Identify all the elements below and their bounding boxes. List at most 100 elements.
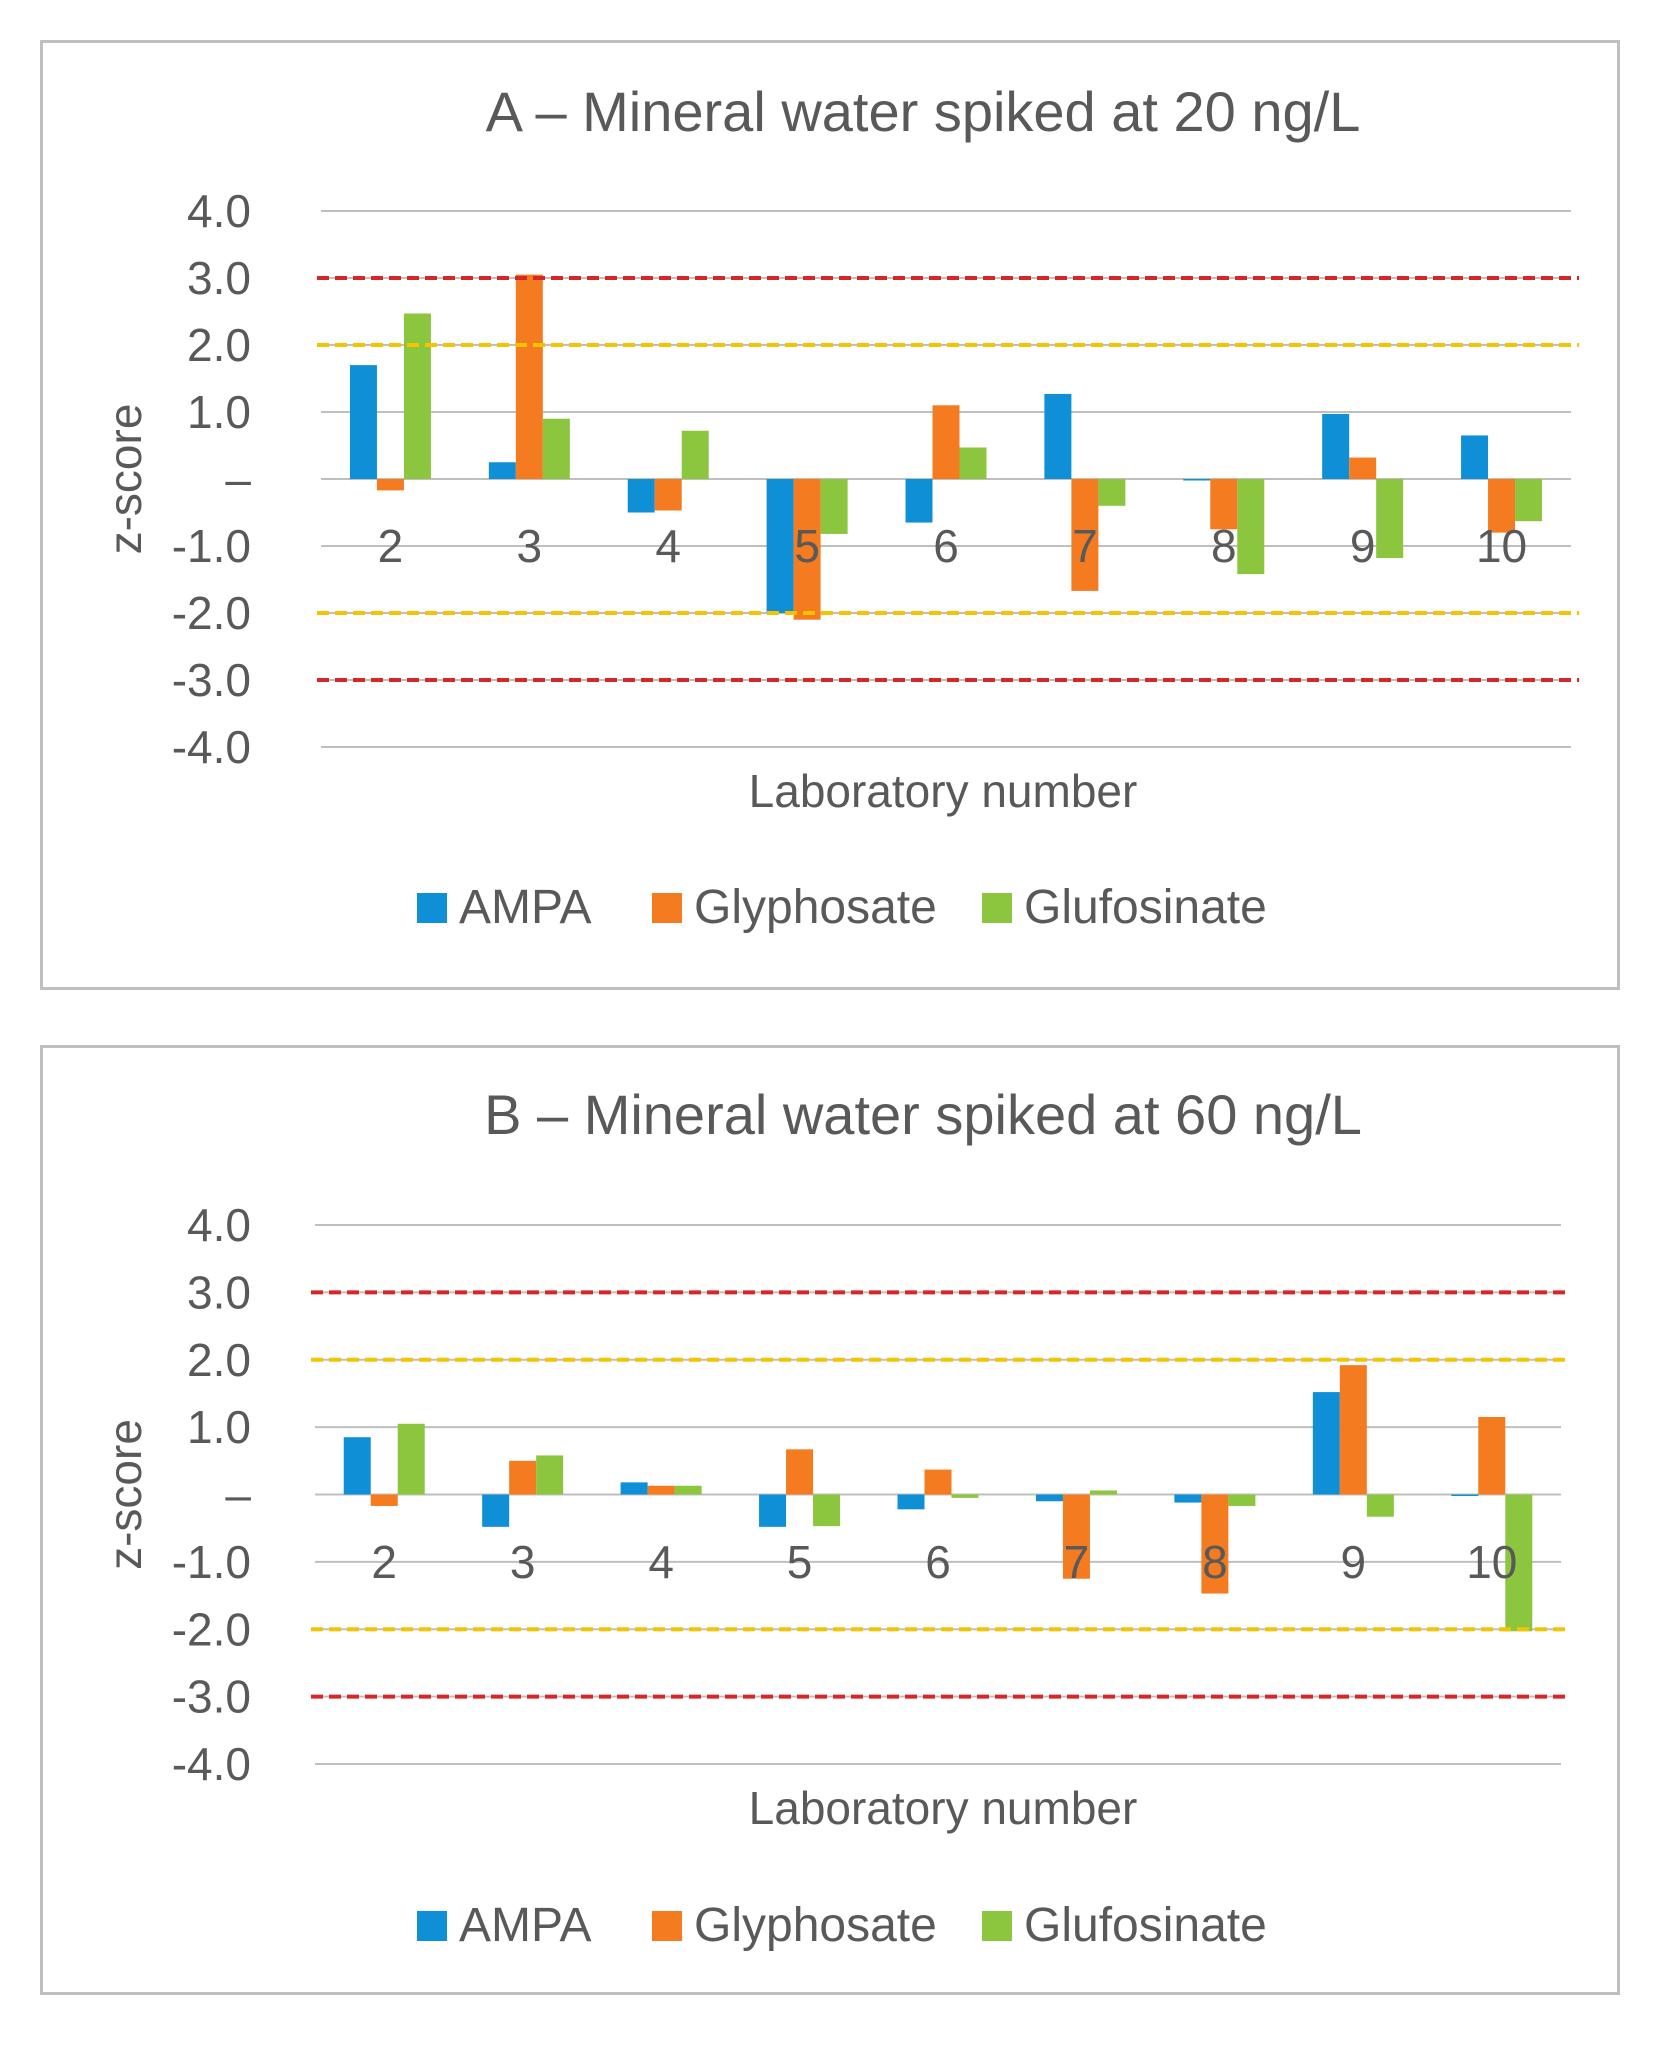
bar-glufosinate-lab-2	[403, 313, 431, 479]
bar-glyphosate-lab-6	[932, 405, 960, 479]
bar-glyphosate-lab-4	[654, 479, 682, 511]
bar-glufosinate-lab-6	[959, 447, 987, 479]
bar-ampa-lab-9	[1312, 1392, 1340, 1495]
legend-swatch-glyphosate	[652, 893, 682, 923]
category-label: 8	[1211, 520, 1237, 572]
bar-glyphosate-lab-9	[1339, 1365, 1367, 1495]
bar-glyphosate-lab-8	[1201, 1494, 1229, 1594]
y-tick-label: -2.0	[172, 1603, 251, 1655]
bar-ampa-lab-6	[897, 1494, 925, 1510]
legend-swatch-ampa	[417, 1911, 447, 1941]
bar-glufosinate-lab-4	[681, 430, 709, 479]
y-tick-label: 3.0	[187, 1266, 251, 1318]
bar-glyphosate-lab-4	[647, 1485, 675, 1495]
y-tick-label: -1.0	[172, 1536, 251, 1588]
bar-glyphosate-lab-3	[509, 1460, 537, 1495]
y-tick-label: -4.0	[172, 721, 251, 773]
bar-glufosinate-lab-2	[397, 1423, 425, 1495]
category-label: 10	[1466, 1536, 1517, 1588]
bar-glyphosate-lab-5	[793, 479, 821, 620]
legend-label-glyphosate: Glyphosate	[694, 1899, 937, 1952]
chart-title: A – Mineral water spiked at 20 ng/L	[486, 80, 1361, 143]
chart-panel-a: A – Mineral water spiked at 20 ng/L 4.0 3.…	[40, 40, 1620, 990]
y-tick-label: -3.0	[172, 654, 251, 706]
chart-b-svg: B – Mineral water spiked at 60 ng/L 4.0 3.…	[99, 1083, 1569, 1952]
bar-glufosinate-lab-6	[951, 1494, 979, 1498]
chart-a-svg: A – Mineral water spiked at 20 ng/L 4.0 3.…	[99, 80, 1579, 934]
category-label: 6	[925, 1536, 951, 1588]
bar-ampa-lab-5	[766, 479, 794, 613]
bar-glufosinate-lab-5	[813, 1494, 841, 1527]
bar-ampa-lab-3	[482, 1494, 510, 1527]
y-tick-label: 2.0	[187, 319, 251, 371]
bar-ampa-lab-9	[1322, 414, 1350, 479]
bar-glyphosate-lab-7	[1071, 479, 1099, 591]
bar-ampa-lab-4	[627, 479, 655, 513]
bar-ampa-lab-8	[1183, 479, 1211, 481]
category-label: 7	[1064, 1536, 1090, 1588]
y-axis-title: z-score	[99, 1419, 151, 1570]
y-tick-label: –	[225, 1469, 251, 1521]
category-label: 8	[1202, 1536, 1228, 1588]
y-axis-title: z-score	[99, 404, 151, 555]
y-tick-label: -2.0	[172, 587, 251, 639]
legend-swatch-ampa	[417, 893, 447, 923]
bar-glufosinate-lab-3	[536, 1455, 564, 1495]
y-tick-label: 3.0	[187, 252, 251, 304]
legend-label-ampa: AMPA	[459, 881, 591, 934]
category-label: 9	[1350, 520, 1376, 572]
y-tick-label: –	[225, 453, 251, 505]
bar-glyphosate-lab-3	[515, 274, 543, 479]
y-tick-label: 1.0	[187, 1401, 251, 1453]
category-label: 7	[1072, 520, 1098, 572]
category-label: 6	[933, 520, 959, 572]
chart-title: B – Mineral water spiked at 60 ng/L	[484, 1083, 1362, 1146]
bar-glufosinate-lab-3	[542, 418, 570, 479]
legend-label-glufosinate: Glufosinate	[1024, 1899, 1267, 1952]
bar-ampa-lab-7	[1035, 1494, 1063, 1502]
bar-ampa-lab-6	[905, 479, 933, 523]
bar-glufosinate-lab-4	[674, 1485, 702, 1495]
category-label: 4	[655, 520, 681, 572]
legend-swatch-glufosinate	[982, 893, 1012, 923]
bar-glyphosate-lab-6	[924, 1469, 952, 1495]
category-label: 2	[371, 1536, 397, 1588]
bar-ampa-lab-5	[759, 1494, 787, 1527]
y-tick-label: -3.0	[172, 1671, 251, 1723]
legend-label-glufosinate: Glufosinate	[1024, 881, 1267, 934]
bar-glyphosate-lab-2	[376, 479, 404, 491]
chart-panel-b: B – Mineral water spiked at 60 ng/L 4.0 3.…	[40, 1045, 1620, 1995]
bar-glufosinate-lab-8	[1228, 1494, 1256, 1506]
y-tick-label: -4.0	[172, 1738, 251, 1790]
bar-glyphosate-lab-10	[1478, 1417, 1506, 1495]
category-label: 9	[1341, 1536, 1367, 1588]
legend-label-ampa: AMPA	[459, 1899, 591, 1952]
y-tick-label: 4.0	[187, 1199, 251, 1251]
y-tick-label: 1.0	[187, 386, 251, 438]
bar-glufosinate-lab-7	[1089, 1490, 1117, 1495]
y-tick-label: -1.0	[172, 520, 251, 572]
y-tick-label: 2.0	[187, 1334, 251, 1386]
y-tick-label: 4.0	[187, 185, 251, 237]
category-label: 3	[517, 520, 543, 572]
category-label: 10	[1476, 520, 1527, 572]
bar-glufosinate-lab-10	[1515, 479, 1543, 522]
bar-ampa-lab-4	[620, 1482, 648, 1495]
bar-ampa-lab-10	[1451, 1494, 1479, 1496]
bar-glufosinate-lab-9	[1366, 1494, 1394, 1517]
category-label: 2	[378, 520, 404, 572]
bar-glyphosate-lab-7	[1062, 1494, 1090, 1579]
bar-glyphosate-lab-8	[1210, 479, 1238, 530]
bar-glufosinate-lab-10	[1505, 1494, 1533, 1632]
bar-glufosinate-lab-8	[1237, 479, 1265, 575]
legend-swatch-glyphosate	[652, 1911, 682, 1941]
legend-label-glyphosate: Glyphosate	[694, 881, 937, 934]
x-axis-title: Laboratory number	[749, 765, 1138, 817]
legend-swatch-glufosinate	[982, 1911, 1012, 1941]
bar-ampa-lab-8	[1174, 1494, 1202, 1503]
category-label: 4	[648, 1536, 674, 1588]
bar-glyphosate-lab-5	[786, 1449, 814, 1495]
bar-glyphosate-lab-10	[1488, 479, 1516, 533]
bar-ampa-lab-2	[343, 1437, 371, 1495]
category-label: 5	[794, 520, 820, 572]
